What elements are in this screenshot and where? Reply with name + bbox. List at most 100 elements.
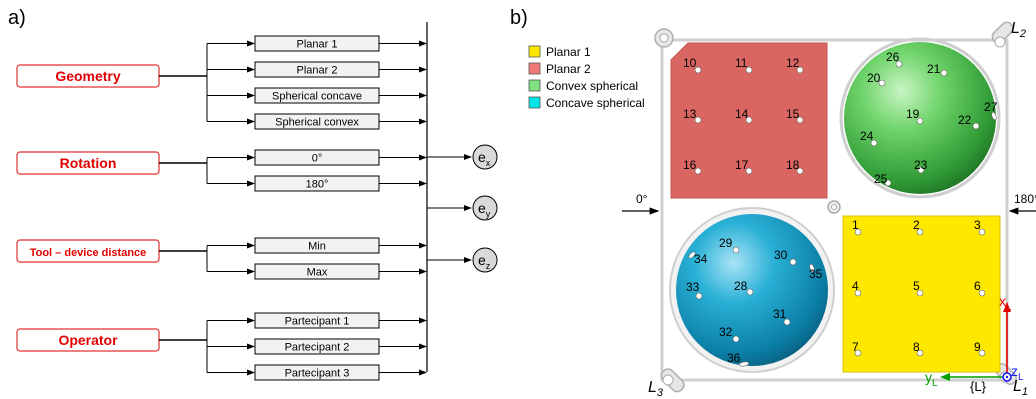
measurement-point [732,335,740,343]
output-node-ez [472,247,498,273]
measurement-point [854,228,862,236]
point-label: 22 [958,113,972,127]
corner-mount-top-right [991,21,1014,48]
measurement-point [917,166,925,174]
legend-swatch [528,96,541,109]
corner-label-l1: L1 [1013,378,1028,398]
x-axis-label: xL [999,293,1012,313]
measurement-point [972,122,980,130]
planar2-points: 10 11 12 13 14 15 16 17 18 [683,56,804,175]
measurement-point [789,258,797,266]
measurement-point [796,116,804,124]
left-angle-label: 0° [636,192,648,206]
measurement-point [745,167,753,175]
output-node-ey [472,195,498,221]
convex-points: 19 20 21 22 23 24 25 26 27 [860,50,998,187]
point-label: 10 [683,56,697,70]
flow-diagram: Geometry Planar 1 Planar 2 Spherical concav… [16,22,498,381]
measurement-point [694,116,702,124]
measurement-point [884,179,892,187]
plate-outline [660,38,1009,382]
factor-label: Spherical concave [272,91,362,103]
measurement-point [916,349,924,357]
measurement-point [978,289,986,297]
point-label: 12 [786,56,800,70]
point-label: 20 [867,71,881,85]
point-label: 2 [913,218,920,232]
measurement-point [940,69,948,77]
point-label: 18 [786,158,800,172]
point-label: 16 [683,158,697,172]
factor-label: 180° [306,179,329,191]
factor-label: Partecipant 3 [285,368,350,380]
measurement-point [878,79,886,87]
group-label-3: Operator [58,332,118,348]
measurement-point [796,66,804,74]
measurement-point [746,288,754,296]
point-label: 9 [974,340,981,354]
legend: Planar 1 Planar 2 Convex spherical Concave … [528,45,645,110]
corner-label-l2: L2 [1011,20,1026,40]
planar1-points: 1 2 3 4 5 6 7 8 9 [852,218,986,357]
point-label: 27 [984,100,998,114]
point-label: 34 [694,252,708,266]
measurement-point [916,289,924,297]
point-label: 21 [927,62,941,76]
measurement-point [854,349,862,357]
point-label: 25 [874,172,888,186]
center-mount [827,200,841,214]
group-label-1: Rotation [60,155,117,171]
point-label: 6 [974,279,981,293]
point-label: 33 [686,280,700,294]
corner-mount-top-left [654,28,674,48]
point-label: 35 [809,267,823,281]
factor-label: Partecipant 1 [285,316,350,328]
measurement-point [978,349,986,357]
corner-label-l3: L3 [648,379,664,399]
point-label: 26 [886,50,900,64]
point-label: 30 [774,248,788,262]
point-label: 4 [852,279,859,293]
output-node-ex [472,144,498,170]
point-label: 1 [852,218,859,232]
point-label: 11 [735,56,748,70]
factor-label: 0° [312,153,323,165]
point-label: 36 [727,351,741,365]
measurement-point [745,66,753,74]
legend-label: Convex spherical [546,79,638,93]
y-axis-label: yL [925,369,938,389]
point-label: 15 [786,107,800,121]
point-label: 19 [906,107,920,121]
point-label: 28 [734,279,748,293]
point-label: 8 [913,340,920,354]
point-label: 13 [683,107,697,121]
concave-points: 28 29 30 31 32 33 34 35 36 [686,236,823,367]
factor-label: Planar 1 [297,39,338,51]
output-label: ex [478,149,491,168]
factor-label: Planar 2 [297,65,338,77]
measurement-point [783,318,791,326]
legend-label: Planar 2 [546,62,591,76]
measurement-point [991,111,997,121]
point-label: 23 [914,158,928,172]
z-axis-label: zL [1011,363,1024,383]
local-frame: xL yL zL {L} [925,293,1024,394]
point-label: 31 [773,307,787,321]
legend-swatch [528,62,541,75]
measurement-point [694,66,702,74]
group-label-2: Tool – device distance [30,247,147,259]
point-label: 32 [719,325,733,339]
legend-label: Concave spherical [546,96,645,110]
measurement-point [895,60,903,68]
measurement-point [745,116,753,124]
measurement-point [916,117,924,125]
measurement-point [688,251,696,259]
measurement-point [694,167,702,175]
panel-b-label: b) [510,7,528,29]
convex-sphere-base [839,37,1001,199]
corner-mount-bottom-left [660,368,685,393]
point-label: 5 [913,279,920,293]
point-label: 14 [735,107,749,121]
right-angle-label: 180° [1014,192,1036,206]
